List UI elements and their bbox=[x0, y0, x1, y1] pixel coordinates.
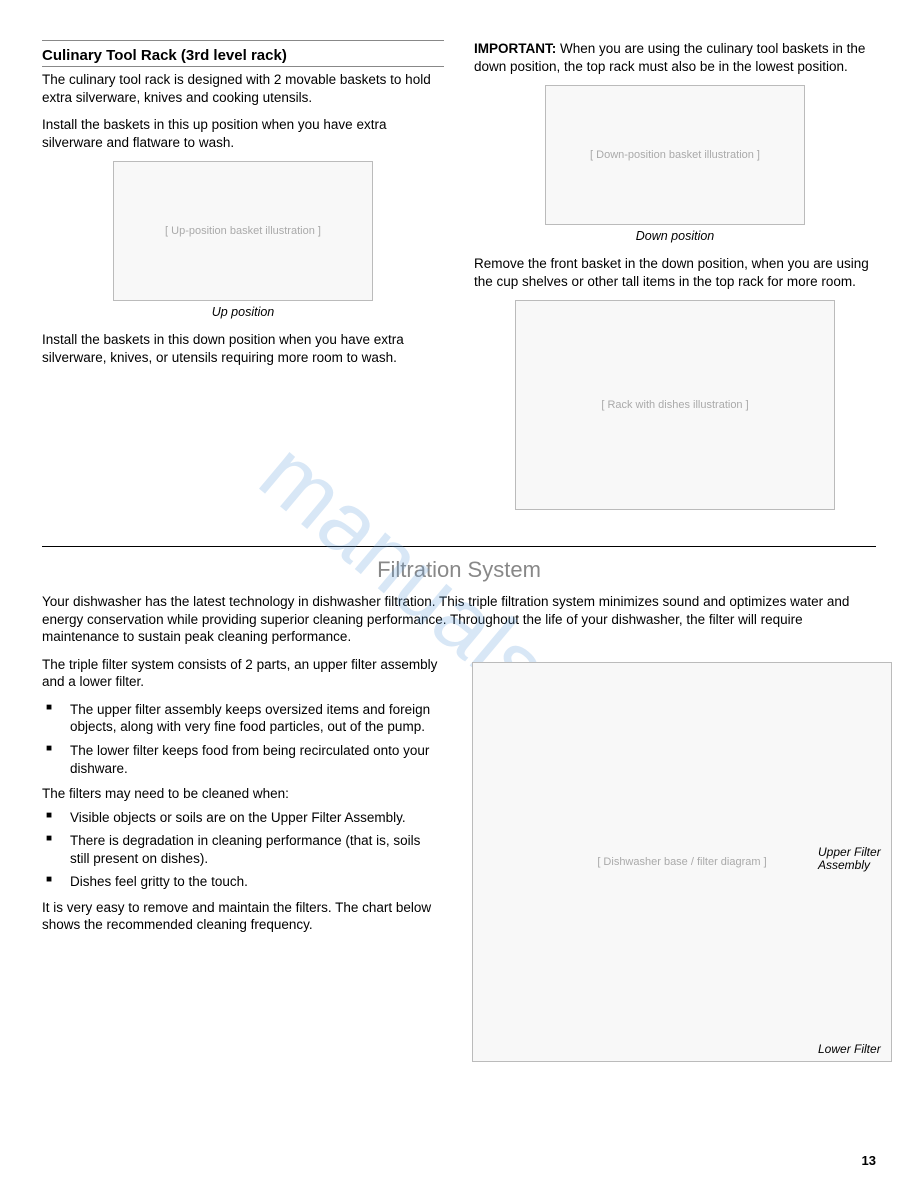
section-divider bbox=[42, 546, 876, 547]
upper-filter-label: Upper Filter Assembly bbox=[818, 846, 898, 872]
culinary-heading: Culinary Tool Rack (3rd level rack) bbox=[42, 47, 444, 67]
top-right-column: IMPORTANT: When you are using the culina… bbox=[474, 40, 876, 530]
up-position-caption: Up position bbox=[42, 305, 444, 319]
top-section: Culinary Tool Rack (3rd level rack) The … bbox=[42, 40, 876, 530]
remove-basket-p: Remove the front basket in the down posi… bbox=[474, 255, 876, 290]
bullet-gritty: Dishes feel gritty to the touch. bbox=[66, 873, 442, 891]
down-position-caption: Down position bbox=[474, 229, 876, 243]
filtration-right-column: [ Dishwasher base / filter diagram ] Upp… bbox=[472, 656, 892, 1066]
filtration-columns: The triple filter system consists of 2 p… bbox=[42, 656, 876, 1066]
easy-maintain-p: It is very easy to remove and maintain t… bbox=[42, 899, 442, 934]
culinary-p3: Install the baskets in this down positio… bbox=[42, 331, 444, 366]
important-note: IMPORTANT: When you are using the culina… bbox=[474, 40, 876, 75]
bullet-lower-filter: The lower filter keeps food from being r… bbox=[66, 742, 442, 777]
bullet-upper-filter: The upper filter assembly keeps oversize… bbox=[66, 701, 442, 736]
rule-top-left bbox=[42, 40, 444, 41]
rack-dishes-figure: [ Rack with dishes illustration ] bbox=[515, 300, 835, 510]
culinary-p1: The culinary tool rack is designed with … bbox=[42, 71, 444, 106]
filter-parts-list: The upper filter assembly keeps oversize… bbox=[42, 701, 442, 777]
clean-when-p: The filters may need to be cleaned when: bbox=[42, 785, 442, 803]
page-number: 13 bbox=[862, 1153, 876, 1168]
filtration-left-column: The triple filter system consists of 2 p… bbox=[42, 656, 442, 1066]
lower-filter-label: Lower Filter bbox=[818, 1043, 898, 1056]
culinary-p2: Install the baskets in this up position … bbox=[42, 116, 444, 151]
up-position-figure: [ Up-position basket illustration ] bbox=[113, 161, 373, 301]
top-left-column: Culinary Tool Rack (3rd level rack) The … bbox=[42, 40, 444, 530]
bullet-degradation: There is degradation in cleaning perform… bbox=[66, 832, 442, 867]
filtration-intro: Your dishwasher has the latest technolog… bbox=[42, 593, 876, 646]
down-position-figure: [ Down-position basket illustration ] bbox=[545, 85, 805, 225]
important-label: IMPORTANT: bbox=[474, 41, 556, 56]
filter-parts-p: The triple filter system consists of 2 p… bbox=[42, 656, 442, 691]
filtration-title: Filtration System bbox=[42, 557, 876, 583]
bullet-visible-soils: Visible objects or soils are on the Uppe… bbox=[66, 809, 442, 827]
clean-when-list: Visible objects or soils are on the Uppe… bbox=[42, 809, 442, 891]
